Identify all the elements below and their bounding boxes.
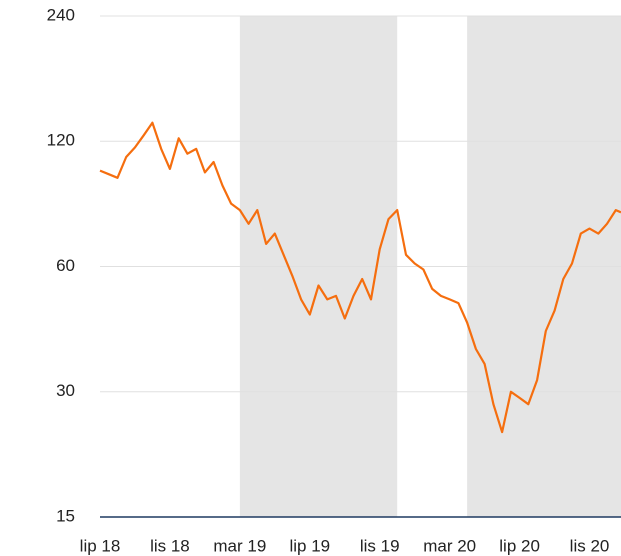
y-tick-label: 240: [47, 5, 75, 24]
y-tick-label: 120: [47, 131, 75, 150]
y-tick-label: 60: [56, 256, 75, 275]
x-tick-label: lip 20: [499, 536, 540, 555]
x-tick-label: lis 19: [360, 536, 400, 555]
x-tick-label: mar 19: [213, 536, 266, 555]
y-tick-label: 15: [56, 506, 75, 525]
x-tick-label: lip 18: [80, 536, 121, 555]
x-tick-label: lip 19: [289, 536, 330, 555]
line-series: [99, 121, 621, 434]
y-tick-label: 30: [56, 381, 75, 400]
x-tick-label: mar 20: [423, 536, 476, 555]
x-tick-label: lis 18: [150, 536, 190, 555]
x-tick-label: lis 20: [570, 536, 610, 555]
